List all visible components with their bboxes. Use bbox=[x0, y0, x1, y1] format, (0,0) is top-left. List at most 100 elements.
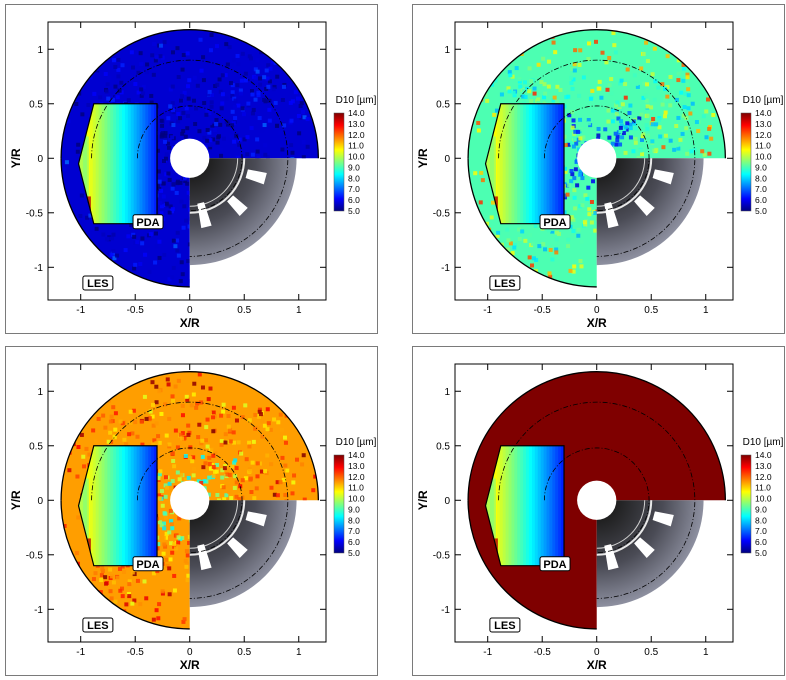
colorbar-tick-label: 10.0 bbox=[348, 494, 365, 504]
x-tick-label: 0.5 bbox=[237, 647, 251, 658]
svg-text:PDA: PDA bbox=[543, 559, 566, 571]
x-tick-label: -1 bbox=[76, 305, 85, 316]
colorbar-tick-label: 13.0 bbox=[755, 119, 772, 129]
colorbar-tick-label: 12.0 bbox=[348, 472, 365, 482]
colorbar-tick-label: 14.0 bbox=[348, 450, 365, 460]
pda-label: PDA bbox=[539, 214, 571, 230]
pda-border bbox=[484, 445, 565, 567]
y-tick-label: -1 bbox=[34, 263, 43, 274]
y-tick-label: 0.5 bbox=[436, 441, 450, 452]
x-tick-label: 1 bbox=[703, 305, 709, 316]
y-tick-label: 1 bbox=[37, 45, 43, 56]
colorbar-tick-label: 9.0 bbox=[348, 162, 360, 172]
colorbar-tick-label: 12.0 bbox=[755, 472, 772, 482]
y-tick-label: 0 bbox=[444, 496, 450, 507]
y-tick-label: 0 bbox=[37, 154, 43, 165]
y-tick-label: 1 bbox=[444, 45, 450, 56]
y-axis-label: Y/R bbox=[9, 148, 23, 168]
domain-boundary bbox=[467, 500, 597, 630]
swirler-vane bbox=[245, 169, 267, 185]
colorbar-tick-label: 7.0 bbox=[348, 184, 360, 194]
colorbar-tick-label: 6.0 bbox=[755, 537, 767, 547]
y-tick-label: 1 bbox=[37, 387, 43, 398]
colorbar-tick-label: 11.0 bbox=[348, 141, 364, 151]
x-axis-label: X/R bbox=[180, 658, 200, 672]
hub-hole bbox=[170, 138, 210, 178]
reference-circle bbox=[91, 401, 289, 599]
colorbar-tick-label: 11.0 bbox=[348, 483, 364, 493]
x-tick-label: -1 bbox=[483, 647, 492, 658]
pda-border bbox=[484, 103, 565, 225]
colorbar-tick-label: 11.0 bbox=[755, 141, 771, 151]
panel-top-right: -1 -0.5 0 0.5 1 1 0.5 0 -0.5 -1 X/R Y/R PDA LES D10 [µ… bbox=[412, 4, 785, 334]
svg-text:LES: LES bbox=[87, 278, 108, 290]
colorbar-tick-label: 7.0 bbox=[755, 526, 767, 536]
panel-top-left: -1 -0.5 0 0.5 1 1 0.5 0 -0.5 -1 X/R Y/R PDA LES D10 [µ… bbox=[5, 4, 378, 334]
y-tick-label: -1 bbox=[34, 605, 43, 616]
reference-circle bbox=[136, 447, 243, 554]
x-tick-label: -0.5 bbox=[127, 647, 145, 658]
colorbar-tick-label: 10.0 bbox=[755, 152, 772, 162]
y-tick-label: -0.5 bbox=[433, 550, 451, 561]
colorbar-tick-label: 9.0 bbox=[755, 162, 767, 172]
domain-boundary bbox=[60, 29, 320, 159]
x-tick-label: 0.5 bbox=[644, 305, 658, 316]
les-label: LES bbox=[489, 617, 521, 633]
svg-text:LES: LES bbox=[87, 620, 108, 632]
colorbar-tick-label: 7.0 bbox=[348, 526, 360, 536]
colorbar-tick-label: 9.0 bbox=[755, 504, 767, 514]
colorbar-tick-label: 6.0 bbox=[348, 195, 360, 205]
colorbar-tick-label: 8.0 bbox=[755, 173, 767, 183]
x-tick-label: 1 bbox=[296, 647, 302, 658]
svg-text:PDA: PDA bbox=[543, 217, 566, 229]
colorbar-tick-label: 10.0 bbox=[755, 494, 772, 504]
panel-bottom-left: -1 -0.5 0 0.5 1 1 0.5 0 -0.5 -1 X/R Y/R PDA LES D10 [µ… bbox=[5, 346, 378, 676]
pda-label: PDA bbox=[132, 214, 164, 230]
pda-border bbox=[77, 445, 158, 567]
domain-boundary bbox=[60, 500, 190, 630]
swirler-vane bbox=[227, 195, 248, 216]
colorbar-tick-label: 8.0 bbox=[755, 515, 767, 525]
x-tick-label: 0.5 bbox=[644, 647, 658, 658]
swirler-vane bbox=[227, 537, 248, 558]
swirler-vane bbox=[197, 202, 212, 229]
y-tick-label: 0.5 bbox=[29, 99, 43, 110]
y-tick-label: -1 bbox=[441, 263, 450, 274]
colorbar-tick-label: 12.0 bbox=[348, 130, 365, 140]
colorbar bbox=[740, 112, 752, 212]
x-tick-label: -0.5 bbox=[534, 305, 552, 316]
x-tick-label: -0.5 bbox=[534, 647, 552, 658]
colorbar-tick-label: 10.0 bbox=[348, 152, 365, 162]
colorbar-tick-label: 8.0 bbox=[348, 173, 360, 183]
plot-svg: -1 -0.5 0 0.5 1 1 0.5 0 -0.5 -1 X/R Y/R PDA LES D10 [µ… bbox=[9, 21, 377, 330]
pda-label: PDA bbox=[132, 556, 164, 572]
combustor-geometry bbox=[596, 500, 704, 608]
svg-text:LES: LES bbox=[494, 620, 515, 632]
y-tick-label: 1 bbox=[444, 387, 450, 398]
reference-circle bbox=[543, 105, 650, 212]
y-axis-label: Y/R bbox=[416, 490, 430, 510]
panel-bottom-right: -1 -0.5 0 0.5 1 1 0.5 0 -0.5 -1 X/R Y/R PDA LES D10 [µ… bbox=[412, 346, 785, 676]
plot-svg: -1 -0.5 0 0.5 1 1 0.5 0 -0.5 -1 X/R Y/R PDA LES D10 [µ… bbox=[416, 363, 784, 672]
svg-text:LES: LES bbox=[494, 278, 515, 290]
colorbar-tick-label: 12.0 bbox=[755, 130, 772, 140]
swirler-vane bbox=[652, 511, 674, 527]
svg-text:PDA: PDA bbox=[136, 217, 159, 229]
legend-title: D10 [µm] bbox=[336, 95, 377, 106]
x-tick-label: 0 bbox=[187, 305, 193, 316]
colorbar bbox=[740, 454, 752, 554]
colorbar-tick-label: 5.0 bbox=[755, 548, 767, 558]
domain-boundary bbox=[467, 158, 597, 288]
domain-boundary bbox=[467, 371, 727, 501]
legend-title: D10 [µm] bbox=[743, 95, 784, 106]
plot-svg: -1 -0.5 0 0.5 1 1 0.5 0 -0.5 -1 X/R Y/R PDA LES D10 [µ… bbox=[416, 21, 784, 330]
x-tick-label: 0 bbox=[594, 305, 600, 316]
plot-frame bbox=[454, 363, 734, 643]
domain-boundary bbox=[60, 371, 320, 501]
y-tick-label: -0.5 bbox=[433, 208, 451, 219]
colorbar-tick-label: 14.0 bbox=[755, 450, 772, 460]
colorbar-tick-label: 13.0 bbox=[755, 461, 772, 471]
combustor-geometry bbox=[596, 158, 704, 266]
y-axis-label: Y/R bbox=[9, 490, 23, 510]
x-tick-label: 1 bbox=[703, 647, 709, 658]
